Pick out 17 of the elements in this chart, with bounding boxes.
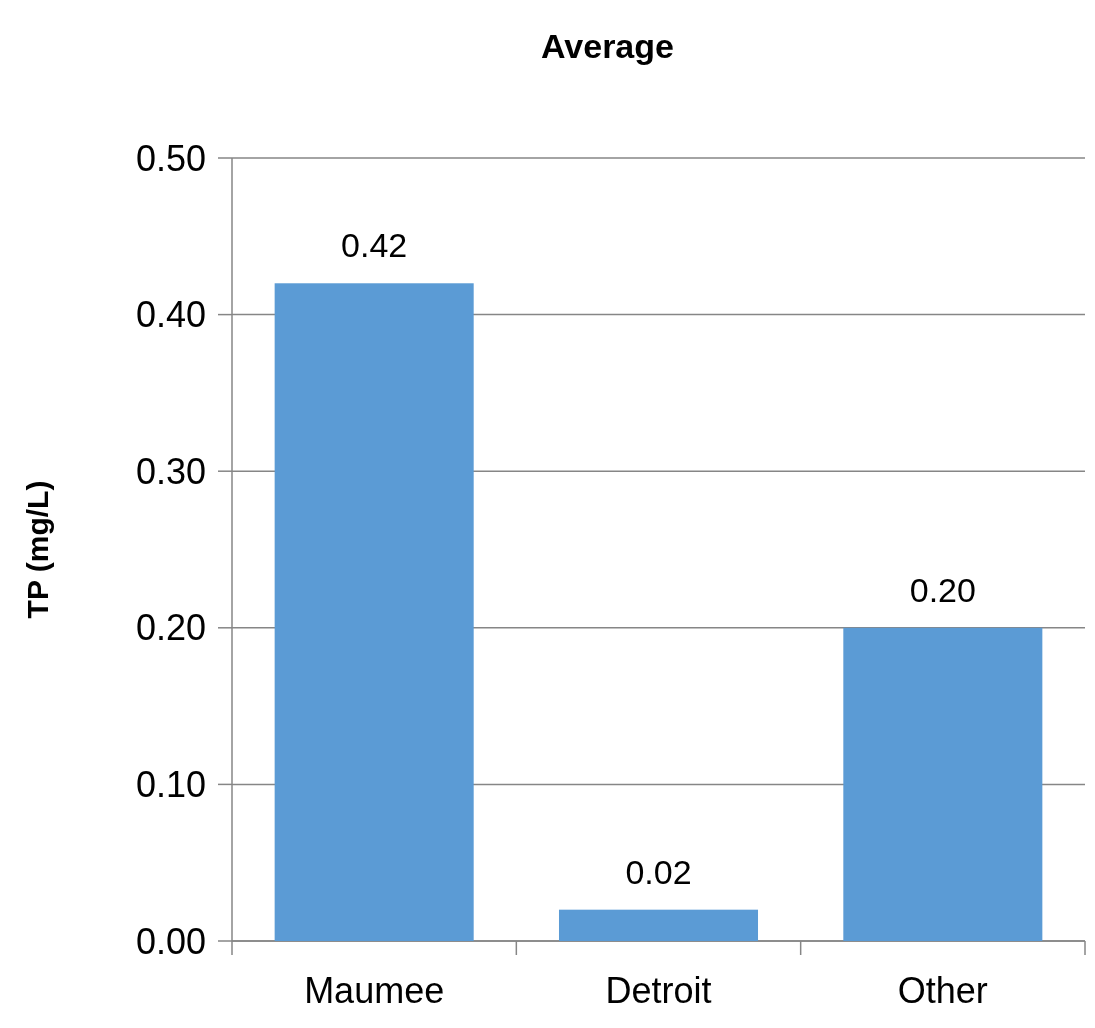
y-tick-label: 0.20 xyxy=(135,607,206,649)
x-tick-label: Detroit xyxy=(605,970,712,1011)
bar xyxy=(274,283,474,941)
bar xyxy=(843,627,1043,941)
y-tick-label: 0.50 xyxy=(135,137,206,179)
y-tick-label: 0.00 xyxy=(135,920,206,962)
y-tick-label: 0.10 xyxy=(135,764,206,805)
y-axis-title: TP (mg/L) xyxy=(21,480,54,619)
bar xyxy=(558,909,759,941)
data-label: 0.20 xyxy=(909,570,976,609)
y-tick-label: 0.30 xyxy=(135,450,206,492)
x-tick-label: Other xyxy=(897,970,988,1011)
x-tick-label: Maumee xyxy=(304,970,445,1011)
data-label: 0.02 xyxy=(625,852,692,891)
chart-title: Average xyxy=(541,27,674,65)
y-tick-label: 0.40 xyxy=(135,294,206,336)
data-label: 0.42 xyxy=(341,226,408,265)
